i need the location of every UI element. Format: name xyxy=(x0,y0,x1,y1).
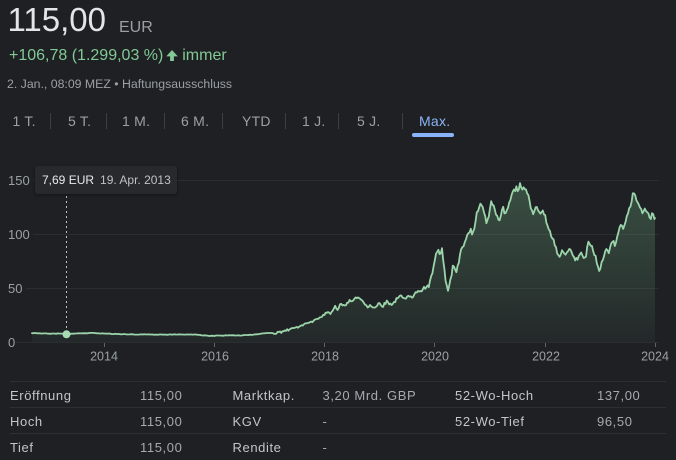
svg-text:50: 50 xyxy=(8,281,22,296)
svg-text:2018: 2018 xyxy=(311,350,339,364)
svg-text:2016: 2016 xyxy=(201,350,229,364)
svg-text:100: 100 xyxy=(8,227,30,242)
svg-text:2014: 2014 xyxy=(90,350,118,364)
svg-text:2020: 2020 xyxy=(421,350,449,364)
svg-text:150: 150 xyxy=(8,173,30,188)
svg-text:0: 0 xyxy=(8,335,15,350)
svg-text:2024: 2024 xyxy=(641,350,669,364)
svg-text:2022: 2022 xyxy=(532,350,560,364)
